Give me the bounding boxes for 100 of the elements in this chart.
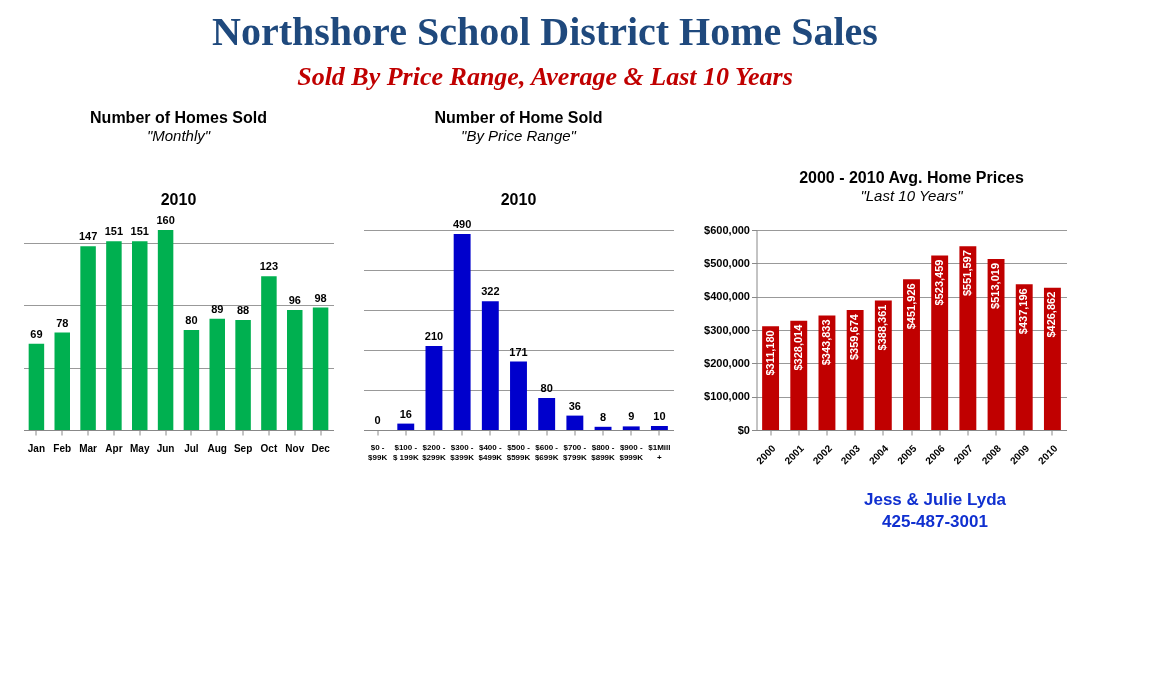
- x-tick-label: Dec: [311, 442, 331, 454]
- x-tick-label: Mar: [79, 442, 98, 454]
- x-tick-label: $1Mill +: [648, 442, 671, 462]
- data-label: $451,926: [904, 283, 917, 330]
- chart-subtitle: "By Price Range": [461, 127, 577, 144]
- data-label: 9: [628, 410, 635, 423]
- x-tick-label: Feb: [53, 442, 72, 454]
- data-label: $343,833: [819, 319, 832, 366]
- x-tick-label: $200 - $299K: [422, 442, 446, 462]
- bar: [235, 320, 251, 430]
- x-tick-label: Nov: [285, 442, 305, 454]
- data-label: 151: [130, 225, 149, 238]
- x-tick-label: Oct: [260, 442, 278, 454]
- bar: [312, 307, 329, 430]
- bar: [481, 301, 499, 430]
- data-label: 89: [211, 302, 224, 315]
- data-label: $523,459: [932, 259, 945, 306]
- bar: [566, 415, 584, 430]
- chart-subtitle: "Monthly": [146, 127, 211, 144]
- bar: [425, 346, 443, 430]
- data-label: $388,361: [876, 304, 889, 351]
- bar: [106, 241, 122, 430]
- bar: [510, 361, 527, 430]
- data-label: 171: [509, 345, 528, 358]
- data-label: 8: [599, 410, 607, 423]
- x-tick-label: May: [130, 442, 150, 454]
- data-label: 16: [399, 407, 412, 420]
- x-tick-label: $900 - $999K: [619, 442, 644, 462]
- y-tick-label: $600,000: [704, 223, 750, 236]
- chart-title: Number of Homes Sold: [90, 109, 267, 126]
- bar: [650, 426, 668, 430]
- data-label: $551,597: [960, 250, 973, 297]
- bar: [157, 230, 174, 430]
- bar: [903, 279, 920, 430]
- x-tick-label: Apr: [105, 442, 123, 454]
- x-tick-label: Sep: [233, 442, 253, 454]
- x-tick-label: $0 - $99K: [368, 442, 388, 462]
- x-tick-label: Jun: [156, 442, 175, 454]
- data-label: 123: [259, 260, 279, 273]
- bar: [287, 310, 303, 430]
- data-label: 78: [56, 316, 69, 329]
- bar: [1015, 284, 1033, 430]
- data-label: 69: [30, 327, 43, 340]
- chart-subtitle: "Last 10 Years": [860, 187, 964, 204]
- bar: [453, 234, 471, 430]
- x-tick-label: $600 - $699K: [534, 442, 559, 462]
- bar: [209, 318, 225, 430]
- bar: [80, 246, 96, 430]
- data-label: 0: [374, 414, 381, 426]
- data-label: 80: [185, 314, 198, 326]
- bar: [622, 426, 640, 430]
- bar: [987, 258, 1005, 430]
- data-label: 147: [78, 230, 98, 243]
- bar: [538, 398, 556, 430]
- x-tick-label: Jan: [27, 442, 46, 454]
- text: 2010: [160, 191, 197, 208]
- bar: [132, 241, 148, 430]
- y-tick-label: $300,000: [704, 323, 750, 336]
- x-tick-label: $800 - $899K: [591, 442, 616, 462]
- chart-title: 2000 - 2010 Avg. Home Prices: [799, 169, 1024, 186]
- x-tick-label: $500 - $599K: [506, 442, 531, 462]
- data-label: 36: [568, 399, 581, 412]
- bar: [261, 276, 277, 430]
- data-label: $426,862: [1045, 291, 1058, 338]
- bar: [959, 246, 977, 430]
- data-label: 10: [653, 410, 666, 422]
- x-tick-label: Jul: [184, 442, 199, 454]
- data-label: 96: [288, 294, 301, 306]
- x-tick-label: $300 - $399K: [450, 442, 475, 462]
- data-label: $437,196: [1017, 288, 1030, 335]
- y-tick-label: $0: [737, 423, 750, 436]
- data-label: $311,180: [763, 330, 776, 376]
- data-label: $328,014: [791, 323, 804, 371]
- bar: [28, 343, 45, 430]
- data-label: 490: [452, 218, 472, 230]
- data-label: 160: [156, 214, 175, 226]
- data-label: 80: [540, 382, 553, 394]
- y-tick-label: $400,000: [704, 290, 750, 303]
- bar: [397, 423, 415, 430]
- y-tick-label: $200,000: [704, 356, 750, 369]
- y-tick-label: $500,000: [704, 256, 750, 269]
- data-label: 88: [236, 304, 250, 316]
- bar: [594, 426, 612, 430]
- bar: [931, 255, 949, 430]
- text: 425-487-3001: [882, 512, 988, 531]
- data-label: $359,674: [848, 313, 861, 360]
- data-label: 322: [481, 285, 500, 298]
- y-tick-label: $100,000: [704, 390, 750, 403]
- text: Sold By Price Range, Average & Last 10 Years: [297, 62, 793, 91]
- text: 2010: [500, 191, 537, 208]
- x-tick-label: Aug: [207, 442, 227, 454]
- x-tick-label: $100 - $ 199K: [392, 442, 419, 462]
- x-tick-label: $400 - $499K: [478, 442, 503, 462]
- text: Jess & Julie Lyda: [863, 490, 1007, 509]
- x-tick-label: $700 - $799K: [563, 442, 587, 462]
- data-label: 210: [424, 330, 444, 342]
- data-label: $513,019: [989, 262, 1002, 309]
- chart-title: Number of Home Sold: [434, 109, 603, 126]
- bar: [183, 330, 200, 430]
- bar: [54, 332, 70, 430]
